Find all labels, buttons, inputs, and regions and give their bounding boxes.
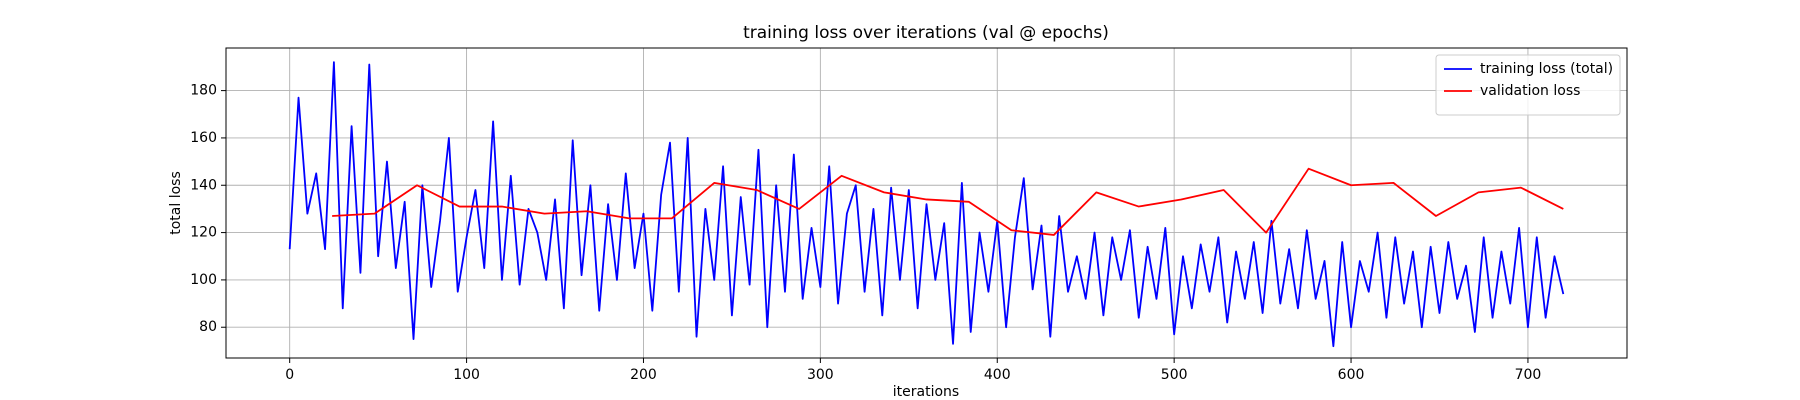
x-tick-label: 500	[1161, 367, 1188, 383]
chart-title: training loss over iterations (val @ epo…	[743, 23, 1109, 43]
x-tick-label: 400	[984, 367, 1011, 383]
legend-label: training loss (total)	[1480, 61, 1613, 77]
y-tick-label: 160	[190, 130, 217, 146]
y-tick-label: 100	[190, 272, 217, 288]
y-tick-label: 180	[190, 83, 217, 99]
x-tick-label: 700	[1515, 367, 1542, 383]
y-tick-label: 80	[199, 319, 217, 335]
plot-frame	[225, 47, 1628, 359]
series-line	[288, 61, 1565, 348]
legend-box	[1435, 54, 1621, 116]
y-tick-label: 120	[190, 225, 217, 241]
legend-label: validation loss	[1480, 83, 1580, 99]
x-tick-label: 0	[285, 367, 294, 383]
series-line	[332, 167, 1564, 236]
y-axis-label: total loss	[168, 171, 184, 235]
legend: training loss (total) validation loss	[1435, 54, 1621, 116]
y-tick-label: 140	[190, 177, 217, 193]
x-tick-label: 300	[807, 367, 834, 383]
x-tick-label: 600	[1338, 367, 1365, 383]
x-tick-label: 100	[453, 367, 480, 383]
x-axis-label: iterations	[893, 384, 959, 400]
x-tick-label: 200	[630, 367, 657, 383]
